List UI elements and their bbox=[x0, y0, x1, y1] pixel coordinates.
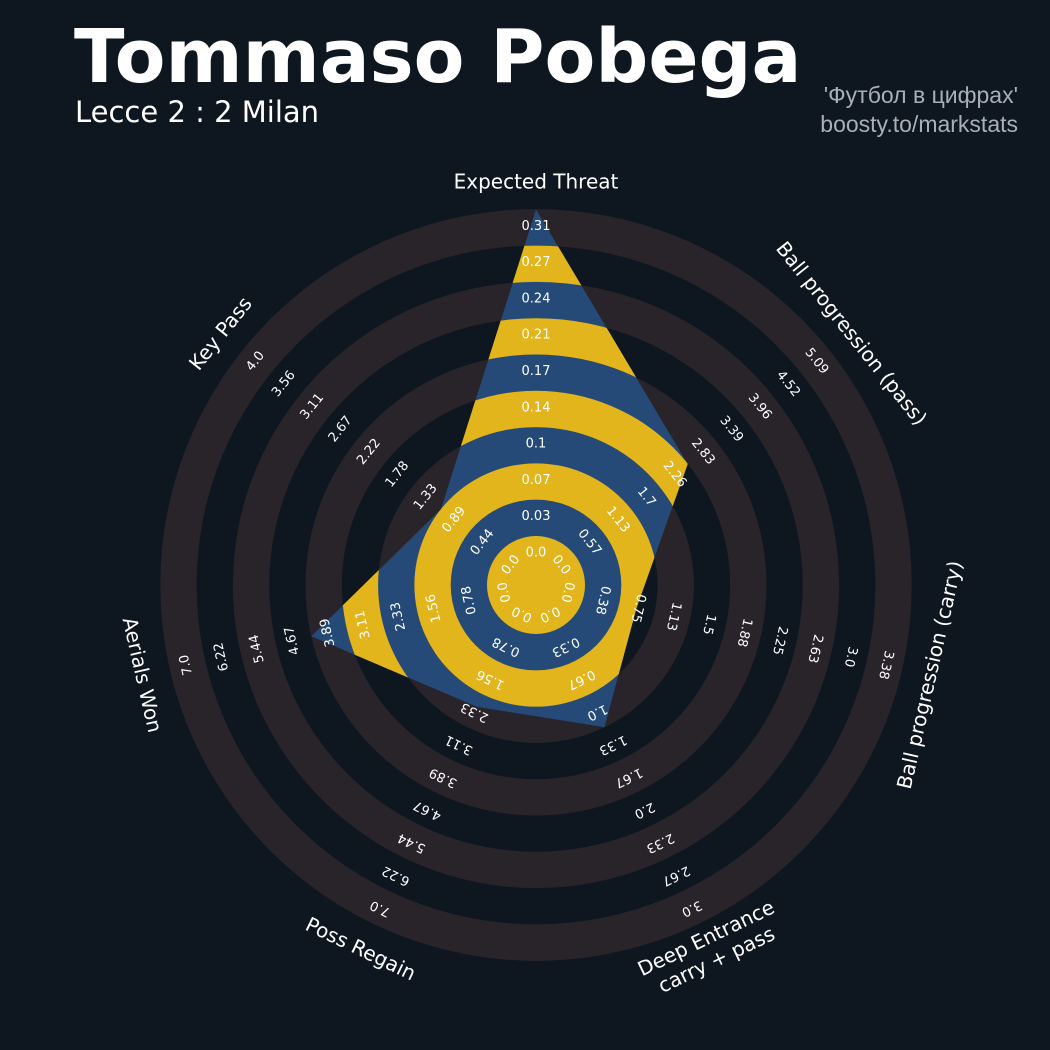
tick-label: 4.52 bbox=[773, 368, 803, 400]
metric-label: Aerials Won bbox=[118, 615, 168, 735]
tick-label: 3.11 bbox=[353, 609, 374, 641]
tick-label: 2.33 bbox=[388, 601, 409, 633]
center-disc bbox=[487, 536, 585, 634]
tick-label: 2.63 bbox=[804, 633, 825, 665]
tick-label: 0.27 bbox=[522, 255, 551, 270]
tick-label: 2.67 bbox=[326, 413, 356, 445]
tick-label: 1.78 bbox=[383, 459, 413, 491]
tick-label: 3.0 bbox=[841, 645, 860, 669]
tick-label: 0.0 bbox=[526, 546, 547, 561]
tick-label: 0.78 bbox=[459, 584, 480, 616]
tick-label: 3.38 bbox=[875, 649, 896, 681]
tick-label: 3.39 bbox=[716, 413, 746, 445]
tick-label: 4.67 bbox=[282, 625, 303, 657]
tick-label: 6.22 bbox=[211, 641, 232, 673]
tick-label: 0.31 bbox=[522, 219, 551, 234]
shape-band bbox=[414, 463, 658, 707]
tick-label: 2.25 bbox=[769, 625, 790, 657]
player-shape bbox=[311, 209, 688, 728]
credit: 'Футбол в цифрах' boosty.to/markstats bbox=[820, 81, 1018, 139]
tick-label: 1.13 bbox=[663, 601, 684, 633]
tick-label: 0.38 bbox=[592, 584, 613, 616]
tick-label: 3.11 bbox=[443, 732, 476, 758]
tick-label: 2.67 bbox=[660, 862, 693, 888]
chart-title: Tommaso Pobega bbox=[74, 14, 802, 100]
tick-label: 6.22 bbox=[380, 862, 413, 888]
credit-line-2: boosty.to/markstats bbox=[820, 111, 1018, 137]
tick-label: 0.0 bbox=[558, 580, 577, 604]
credit-line-1: 'Футбол в цифрах' bbox=[823, 82, 1018, 108]
tick-label: 7.0 bbox=[177, 653, 196, 677]
tick-label: 1.56 bbox=[423, 592, 444, 624]
tick-label: 1.88 bbox=[734, 617, 755, 649]
tick-label: 3.56 bbox=[269, 368, 299, 400]
match-subtitle: Lecce 2 : 2 Milan bbox=[75, 95, 320, 129]
tick-label: 0.03 bbox=[522, 509, 551, 524]
tick-label: 5.44 bbox=[247, 633, 268, 665]
metric-label: Expected Threat bbox=[454, 169, 619, 193]
tick-label: 0.17 bbox=[522, 364, 551, 379]
tick-label: 1.5 bbox=[699, 613, 718, 637]
tick-label: 1.33 bbox=[597, 732, 630, 758]
tick-label: 0.07 bbox=[522, 473, 551, 488]
tick-label: 0.75 bbox=[627, 592, 648, 624]
tick-label: 0.14 bbox=[522, 400, 551, 415]
tick-label: 4.67 bbox=[411, 797, 444, 823]
tick-label: 0.0 bbox=[495, 580, 514, 604]
tick-label: 2.0 bbox=[632, 799, 657, 821]
tick-label: 0.1 bbox=[526, 437, 547, 452]
tick-label: 0.24 bbox=[522, 291, 551, 306]
tick-label: 3.89 bbox=[317, 617, 338, 649]
tick-label: 0.21 bbox=[522, 328, 551, 343]
